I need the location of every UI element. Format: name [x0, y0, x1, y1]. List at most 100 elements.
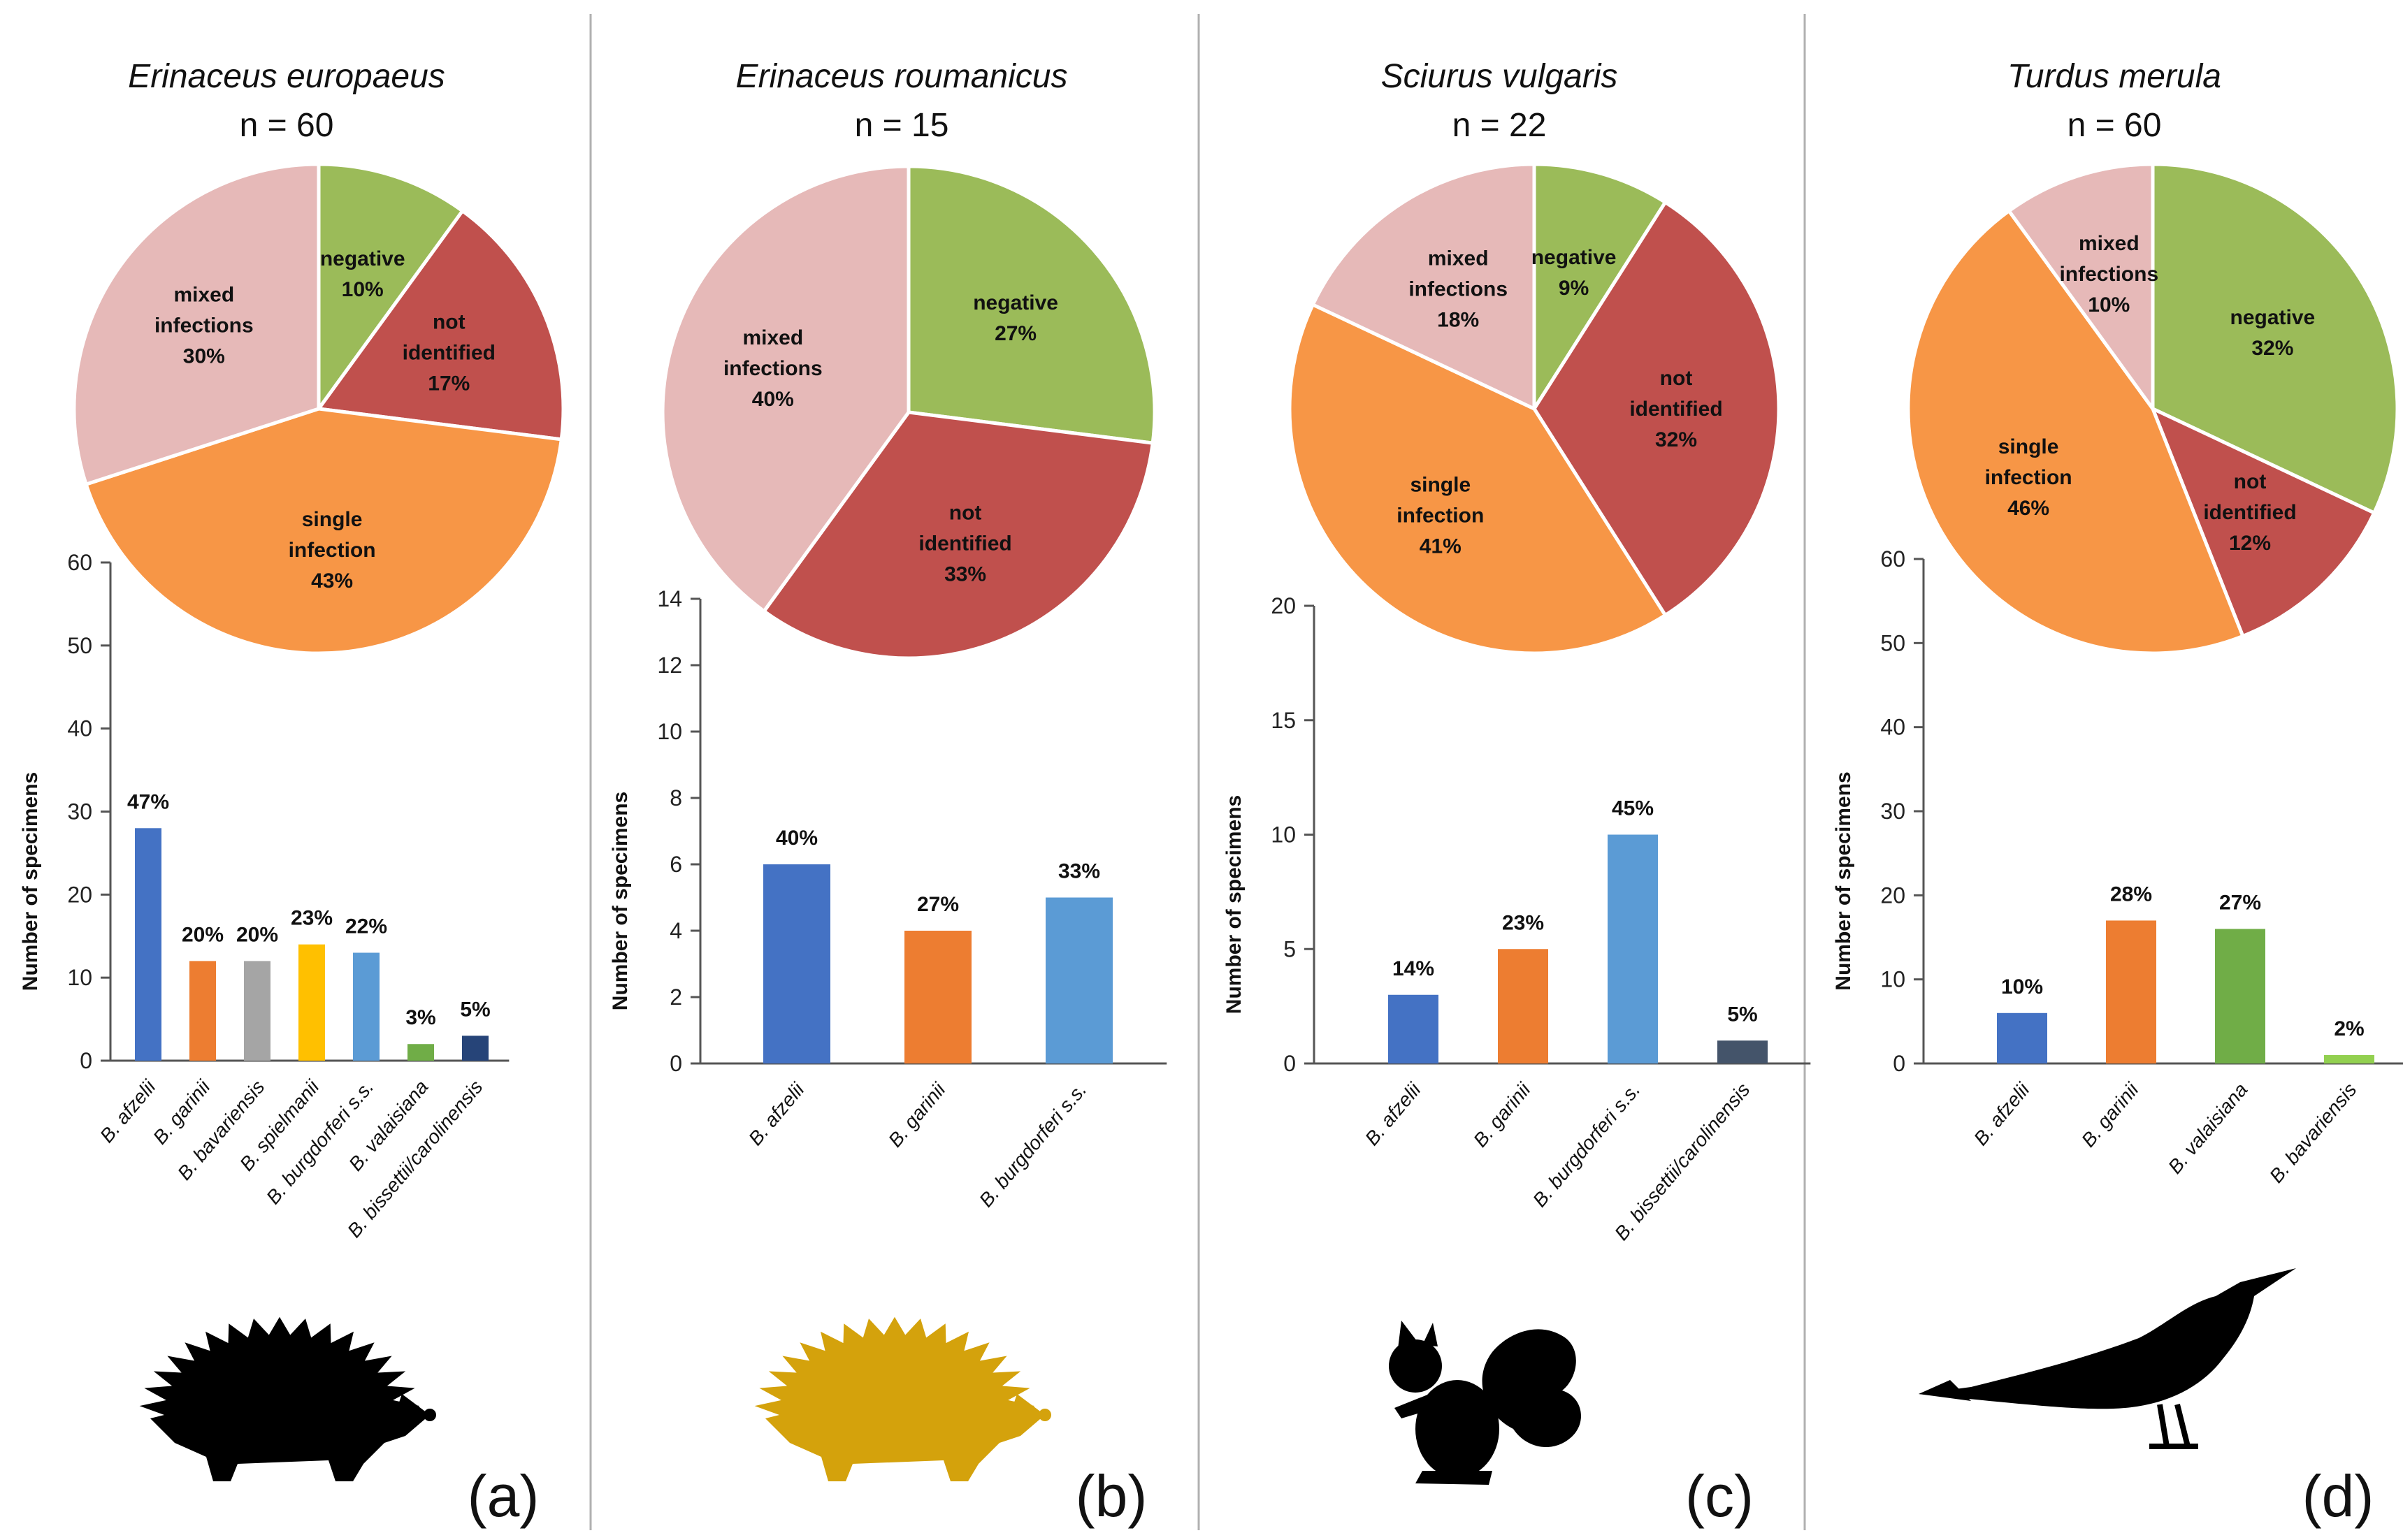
pie-chart-1: negative 10% not identified 17% single infecti…: [72, 162, 565, 655]
sample-size-label: n = 15: [855, 107, 949, 144]
pie-chart-4: negative 32% not identified 12% single infecti…: [1906, 162, 2400, 655]
pie-slice-label: identified: [2203, 501, 2296, 524]
y-axis-label: Number of specimens: [1832, 771, 1855, 990]
pie-slice-label: not: [2234, 470, 2267, 493]
bar-data-label: 28%: [2110, 882, 2152, 906]
y-tick-label: 8: [670, 785, 682, 811]
pie-slice-label: not: [433, 310, 466, 333]
bar-data-label: 5%: [460, 998, 490, 1021]
y-axis-label: Number of specimens: [19, 772, 42, 991]
x-category-label: B. garinii: [1469, 1078, 1535, 1151]
y-tick-label: 12: [657, 653, 682, 678]
squirrel-icon: [1389, 1321, 1581, 1485]
pie-slice-label: infections: [723, 357, 823, 380]
y-tick-label: 40: [1880, 715, 1905, 740]
pie-slice-negative: [1532, 162, 1668, 415]
pie-slice-label: identified: [403, 341, 496, 364]
bar-data-label: 2%: [2334, 1017, 2364, 1040]
panel-dividers: [589, 14, 1806, 1530]
x-category-label: B. bavariensis: [2265, 1079, 2361, 1187]
y-tick-label: 2: [670, 985, 682, 1010]
x-category-label: B. afzelii: [1970, 1078, 2034, 1149]
bar: [763, 864, 830, 1063]
pie-slice-label: infection: [1397, 504, 1484, 527]
bar-data-label: 45%: [1612, 797, 1654, 820]
bar-data-label: 5%: [1727, 1003, 1757, 1026]
y-tick-label: 14: [657, 586, 682, 611]
pie-slice-negative: [317, 162, 466, 414]
pie-slice-negative: [2151, 162, 2400, 516]
bar-chart-3: 0 5 10 15 20 Number of specimens 14% B. afzelii…: [1222, 593, 1811, 1244]
pie-slice-single-infection: [1287, 302, 1668, 655]
pie-slice-label: 46%: [2007, 497, 2049, 520]
bar: [2215, 929, 2265, 1063]
bar: [244, 961, 270, 1061]
bar-data-label: 23%: [291, 907, 333, 930]
y-tick-label: 4: [670, 918, 682, 943]
y-tick-label: 60: [1880, 546, 1905, 572]
pie-slice-label: identified: [1629, 398, 1722, 421]
bar-data-label: 40%: [776, 827, 818, 850]
bar-data-label: 23%: [1502, 911, 1544, 934]
x-category-label: B. garinii: [884, 1078, 950, 1151]
x-category-label: B. garinii: [2077, 1078, 2143, 1151]
pie-slice-label: negative: [1531, 246, 1617, 269]
y-axis-label: Number of specimens: [1222, 795, 1246, 1014]
bar: [407, 1044, 434, 1061]
bar-data-label: 10%: [2001, 975, 2043, 998]
pie-slice-not-identified: [315, 208, 565, 442]
pie-slice-label: 40%: [752, 388, 794, 411]
species-title: Erinaceus roumanicus: [736, 58, 1068, 95]
sample-size-label: n = 60: [2068, 107, 2162, 144]
pie-slice-label: negative: [320, 247, 405, 270]
bar: [1498, 949, 1548, 1063]
pie-slice-label: single: [1998, 435, 2059, 458]
pie-slice-label: 33%: [944, 562, 986, 586]
y-tick-label: 5: [1283, 936, 1296, 961]
pie-slice-label: 10%: [2088, 293, 2130, 317]
bar: [298, 944, 325, 1061]
y-tick-label: 0: [1893, 1051, 1905, 1076]
y-tick-label: 30: [67, 799, 92, 825]
bar: [189, 961, 216, 1061]
pie-slice-label: negative: [973, 291, 1058, 314]
sample-size-label: n = 60: [240, 107, 334, 144]
x-category-label: B. burgdorferi s.s.: [1529, 1079, 1645, 1211]
panel-labels: (a) (b) (c) (d): [468, 1463, 2374, 1529]
x-category-label: B. afzelii: [1361, 1078, 1425, 1149]
bar: [462, 1036, 489, 1061]
y-tick-label: 6: [670, 852, 682, 877]
bar-data-label: 33%: [1058, 860, 1100, 883]
bar: [1046, 897, 1113, 1063]
y-tick-label: 20: [1880, 882, 1905, 908]
y-tick-label: 30: [1880, 799, 1905, 824]
y-tick-label: 10: [1880, 967, 1905, 992]
x-category-label: B. valaisiana: [2164, 1079, 2252, 1178]
hedgehog-icon: [139, 1316, 436, 1481]
blackbird-icon: [1919, 1268, 2296, 1449]
pie-slice-negative: [907, 164, 1157, 445]
bar-data-label: 20%: [236, 923, 278, 946]
pie-slice-label: 17%: [428, 372, 470, 395]
pie-slice-mixed-infections: [2006, 162, 2155, 414]
panel-label: (b): [1076, 1463, 1148, 1529]
pie-slice-label: negative: [2230, 306, 2316, 329]
bar-chart-2: 0 2 4 6 8 10 12 14 Number of specimens 40% B. afze…: [609, 586, 1167, 1211]
pie-slice-label: 18%: [1437, 309, 1479, 332]
pie-charts: negative 10% not identified 17% single infecti…: [72, 162, 2400, 660]
pie-slice-label: 10%: [342, 278, 384, 301]
pie-slice-label: 41%: [1420, 535, 1462, 558]
bar: [2324, 1054, 2374, 1063]
pie-slice-not-identified: [1532, 200, 1781, 618]
pie-slice-not-identified: [2149, 405, 2377, 639]
pie-slice-label: mixed: [742, 326, 803, 349]
pie-slice-label: mixed: [2079, 232, 2139, 255]
pie-slice-label: identified: [918, 532, 1011, 555]
pie-slice-label: single: [302, 508, 363, 531]
x-category-label: B. afzelii: [744, 1078, 809, 1149]
bar: [1717, 1040, 1768, 1063]
